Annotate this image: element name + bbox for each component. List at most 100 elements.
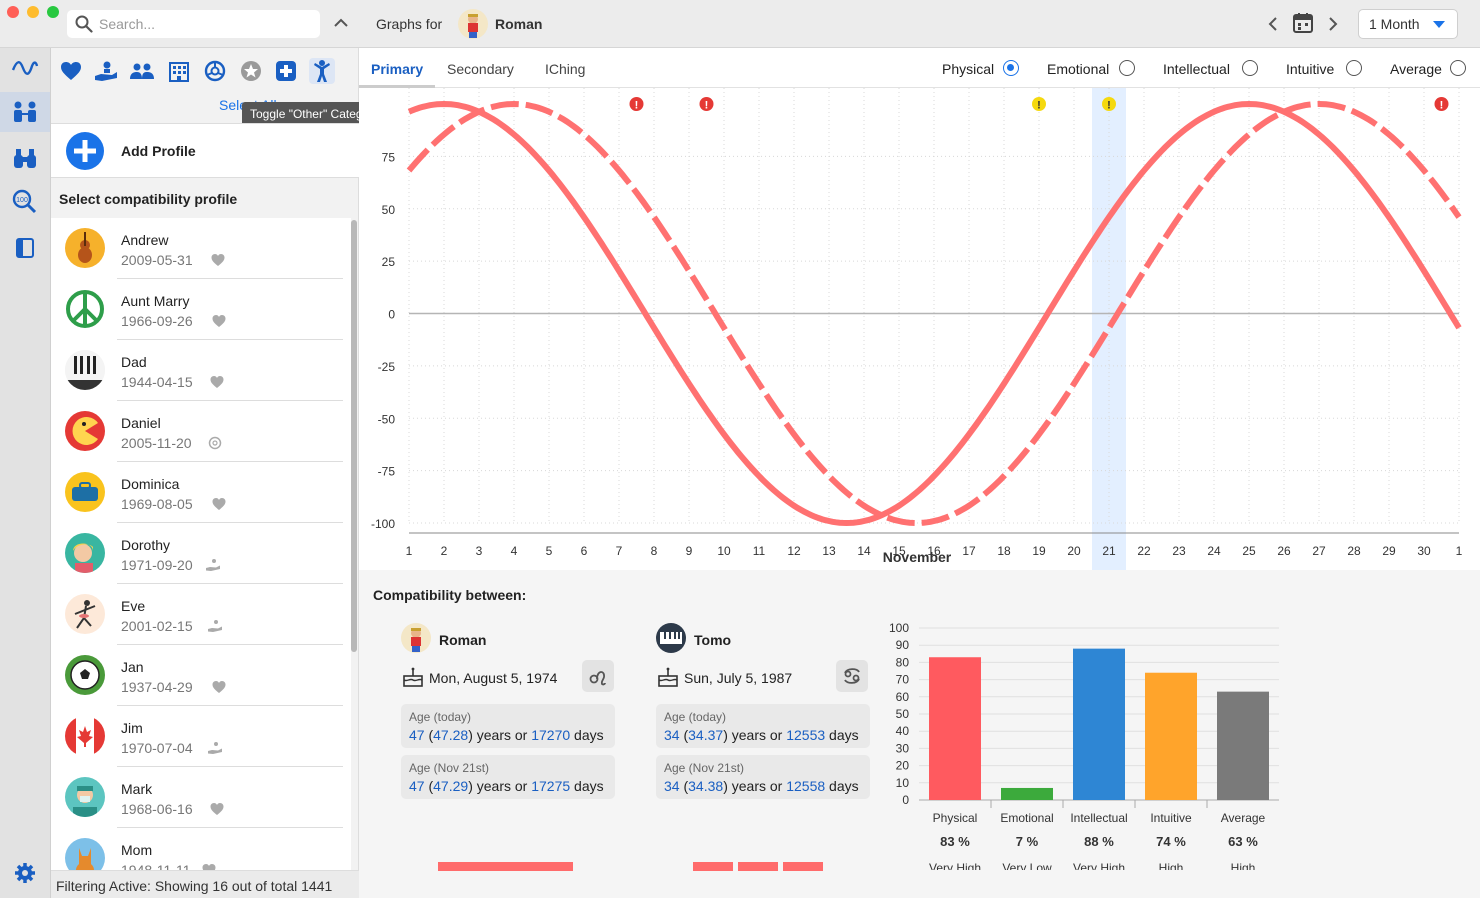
x-tick-label: 13 <box>822 544 836 558</box>
minimize-window-button[interactable] <box>27 6 39 18</box>
tab-secondary[interactable]: Secondary <box>447 61 514 77</box>
x-tick-label: 29 <box>1382 544 1396 558</box>
profile-name: Roman <box>495 16 543 32</box>
rail-explore-button[interactable] <box>0 138 50 178</box>
main-panel: Primary Secondary IChing Physical Emotio… <box>359 48 1480 898</box>
profile-row-dad[interactable]: Dad 1944-04-15 <box>51 340 351 401</box>
age-days: 12553 <box>786 727 826 743</box>
bar-percent-label: 7 % <box>1016 834 1039 849</box>
bar-y-tick-label: 60 <box>896 690 910 704</box>
cycle-radio-average[interactable] <box>1450 60 1466 76</box>
range-select[interactable]: 1 Month <box>1358 9 1458 39</box>
rail-compatibility-button[interactable] <box>0 92 50 132</box>
avatar <box>65 472 105 512</box>
girl-icon <box>73 543 93 573</box>
profile-row-dorothy[interactable]: Dorothy 1971-09-20 <box>51 523 351 584</box>
tab-iching[interactable]: IChing <box>545 61 586 77</box>
search-box[interactable] <box>67 10 320 38</box>
profile-row-dominica[interactable]: Dominica 1969-08-05 <box>51 462 351 523</box>
cycle-radio-intuitive[interactable] <box>1346 60 1362 76</box>
profile-row-mark[interactable]: Mark 1968-06-16 <box>51 767 351 828</box>
age-years-exact: 47.29 <box>433 778 469 794</box>
profile-date: 1948-11-11 <box>121 862 191 870</box>
profile-date: 1937-04-29 <box>121 679 193 695</box>
avatar <box>65 350 105 390</box>
tab-primary[interactable]: Primary <box>371 61 424 77</box>
x-tick-label: 20 <box>1067 544 1081 558</box>
rail-zoom-button[interactable]: 100 <box>0 182 50 222</box>
age-years-exact: 34.37 <box>688 727 724 743</box>
x-tick-label: 15 <box>892 544 906 558</box>
profile-row-aunt-marry[interactable]: Aunt Marry 1966-09-26 <box>51 279 351 340</box>
add-profile-label: Add Profile <box>121 143 196 159</box>
category-health-button[interactable] <box>273 58 299 84</box>
category-care-button[interactable] <box>93 58 119 84</box>
bar-y-tick-label: 30 <box>896 741 910 755</box>
pacman-icon <box>72 417 98 445</box>
chevron-right-icon[interactable] <box>1325 15 1341 33</box>
add-profile-button[interactable]: Add Profile <box>51 123 359 178</box>
rail-journal-button[interactable] <box>0 228 50 268</box>
category-family-button[interactable] <box>129 58 155 84</box>
age-days: 12558 <box>786 778 826 794</box>
select-profile-heading: Select compatibility profile <box>59 191 238 207</box>
profile-list[interactable]: Andrew 2009-05-31 Aunt Marry 1966-09-26 … <box>51 218 351 870</box>
category-work-button[interactable] <box>166 58 192 84</box>
zoom-window-button[interactable] <box>47 6 59 18</box>
critical-day-marker-symbol: ! <box>1037 100 1041 112</box>
cycle-radio-emotional[interactable] <box>1119 60 1135 76</box>
profile-row-eve[interactable]: Eve 2001-02-15 <box>51 584 351 645</box>
x-tick-label: 4 <box>511 544 518 558</box>
bar-y-tick-label: 70 <box>896 673 910 687</box>
building-icon <box>169 62 189 82</box>
x-tick-label: 1 <box>1456 544 1463 558</box>
age-days: 17270 <box>531 727 571 743</box>
star-icon <box>241 61 261 81</box>
profile-row-andrew[interactable]: Andrew 2009-05-31 <box>51 218 351 279</box>
profile-row-daniel[interactable]: Daniel 2005-11-20 <box>51 401 351 462</box>
cycle-radio-intellectual[interactable] <box>1242 60 1258 76</box>
leo-icon <box>589 671 606 686</box>
heart-icon <box>210 803 224 815</box>
close-window-button[interactable] <box>7 6 19 18</box>
age-days-unit: days <box>829 778 859 794</box>
wave-icon <box>11 61 39 75</box>
bar-rating-label: Very High <box>929 861 981 870</box>
birthday-cake-icon <box>403 667 423 687</box>
x-tick-label: 23 <box>1172 544 1186 558</box>
calendar-icon[interactable] <box>1291 11 1315 35</box>
critical-day-marker <box>629 97 644 111</box>
peace-icon <box>66 290 104 328</box>
bar-y-tick-label: 50 <box>896 707 910 721</box>
category-celebrity-button[interactable] <box>238 58 264 84</box>
age-years: 34 <box>664 727 680 743</box>
row-divider <box>117 278 343 279</box>
ball-icon <box>208 436 222 450</box>
category-love-button[interactable] <box>58 58 84 84</box>
category-other-button[interactable] <box>309 58 335 84</box>
bar-y-tick-label: 80 <box>896 655 910 669</box>
profile-row-mom[interactable]: Mom 1948-11-11 <box>51 828 351 870</box>
rail-biorhythm-button[interactable] <box>0 48 50 88</box>
search-icon <box>75 15 93 33</box>
avatar <box>65 716 105 756</box>
bar-percent-label: 74 % <box>1156 834 1186 849</box>
cycle-radio-physical[interactable] <box>1003 60 1019 76</box>
search-input[interactable] <box>99 16 309 32</box>
category-sports-button[interactable] <box>202 58 228 84</box>
y-tick-label: 0 <box>388 308 395 322</box>
chevron-left-icon[interactable] <box>1265 15 1281 33</box>
x-tick-label: 26 <box>1277 544 1291 558</box>
person-icon <box>468 14 478 38</box>
profile-row-jim[interactable]: Jim 1970-07-04 <box>51 706 351 767</box>
bar-category-label: Intellectual <box>1070 811 1127 825</box>
profile-list-scrollbar[interactable] <box>351 220 357 652</box>
x-tick-label: 30 <box>1417 544 1431 558</box>
x-tick-label: 5 <box>546 544 553 558</box>
chevron-up-icon[interactable] <box>332 14 350 32</box>
rail-settings-button[interactable] <box>0 853 50 893</box>
profile-row-jan[interactable]: Jan 1937-04-29 <box>51 645 351 706</box>
bar-rating-label: Very Low <box>1002 861 1052 870</box>
